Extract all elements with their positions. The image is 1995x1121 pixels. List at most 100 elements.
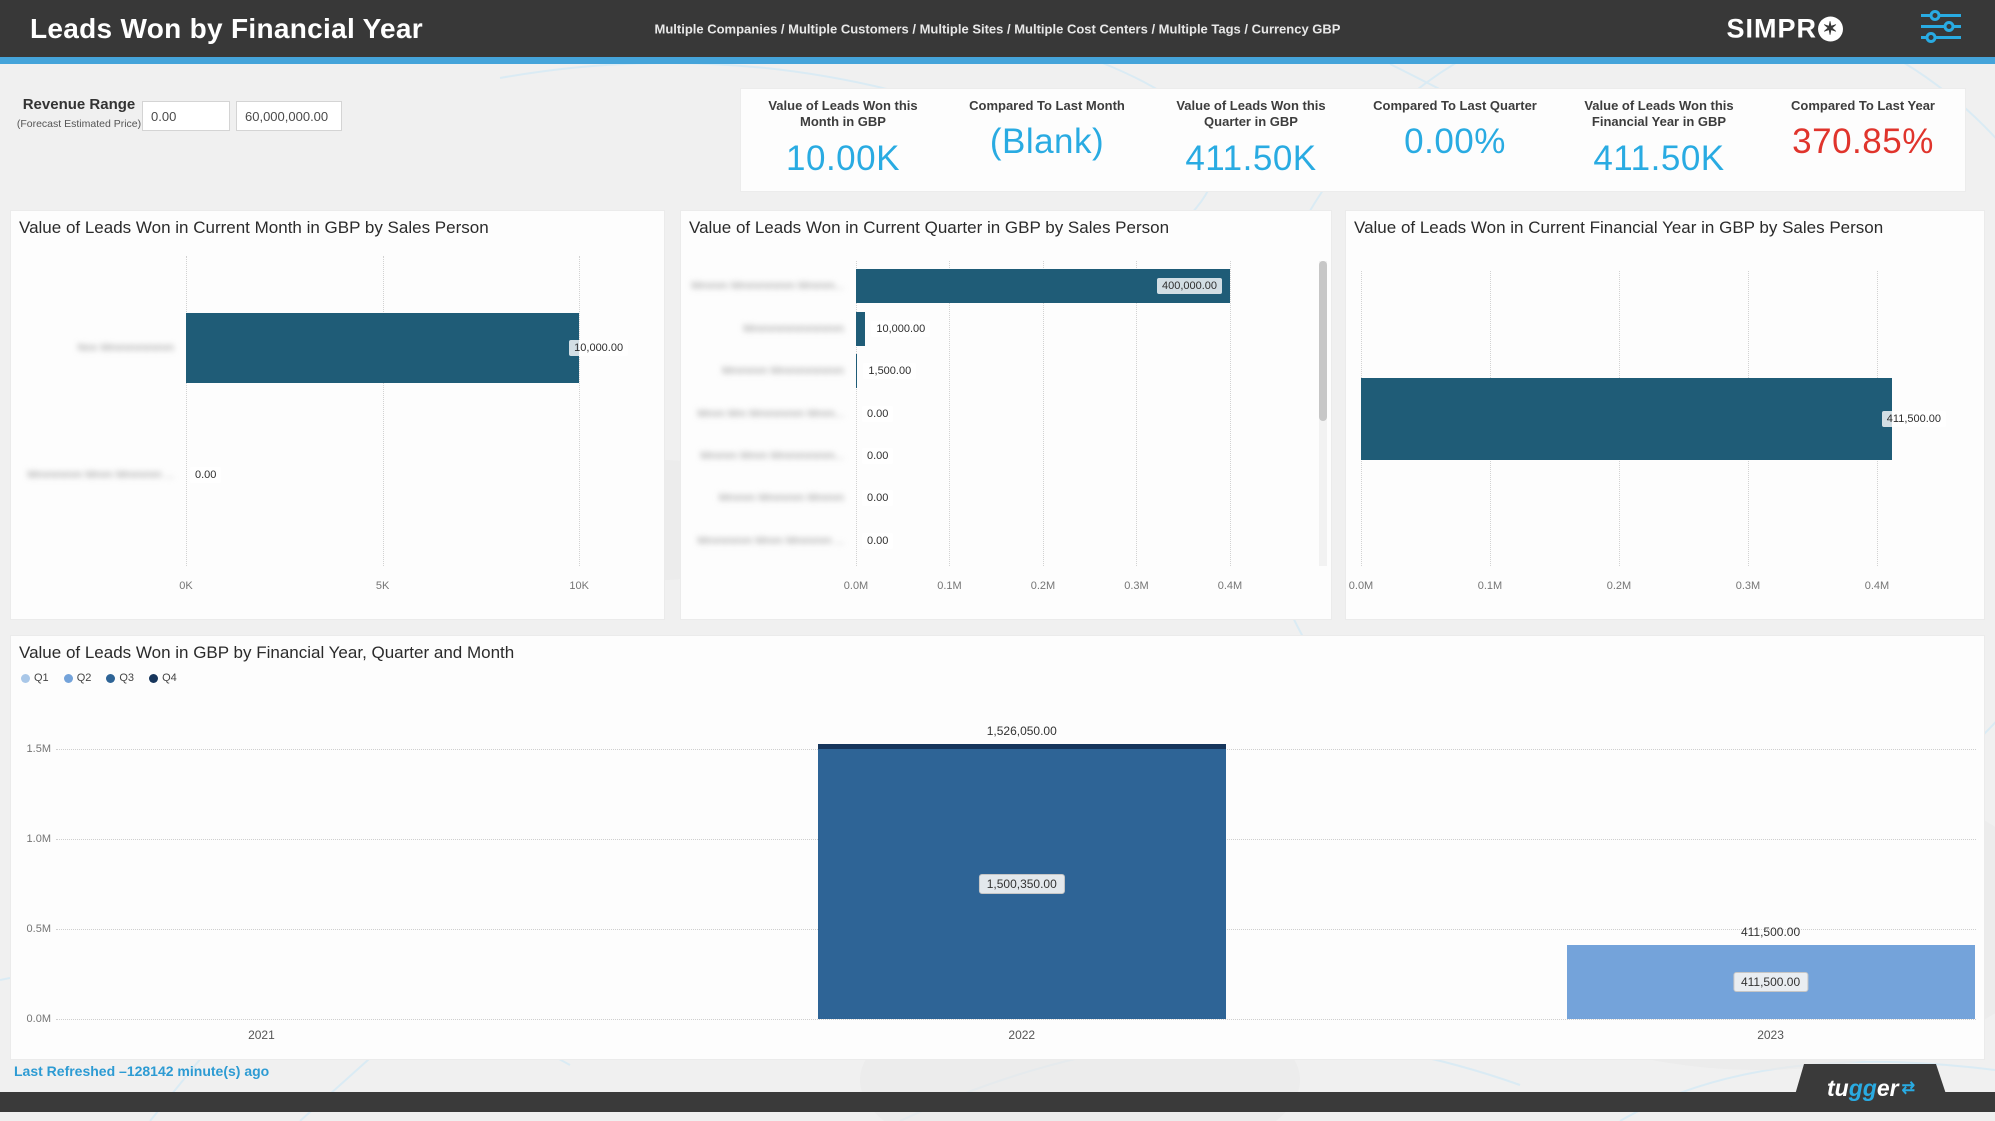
kpi-value: (Blank) bbox=[989, 122, 1105, 162]
bar-value-label: 10,000.00 bbox=[569, 339, 629, 356]
revenue-range-sublabel: (Forecast Estimated Price) bbox=[16, 118, 142, 130]
category-label: Mmmm Mmmmmmm Mmmm... bbox=[691, 280, 844, 293]
column-segment-label: 411,500.00 bbox=[1732, 971, 1809, 992]
kpi-panel: Value of Leads Won this Month in GBP 10.0… bbox=[740, 88, 1966, 192]
bar[interactable] bbox=[186, 312, 580, 383]
legend-item-q4[interactable]: Q4 bbox=[149, 672, 177, 684]
bar-value-label: 400,000.00 bbox=[1156, 278, 1223, 295]
tugger-logo-text: gg bbox=[1848, 1074, 1877, 1101]
chart-scrollbar-thumb[interactable] bbox=[1319, 261, 1327, 421]
kpi-card-2: Value of Leads Won this Quarter in GBP 41… bbox=[1149, 89, 1353, 191]
revenue-min-input[interactable] bbox=[142, 101, 230, 131]
y-gridline bbox=[56, 1019, 1976, 1020]
x-gridline bbox=[949, 261, 951, 566]
y-tick-label: 0.5M bbox=[26, 923, 51, 935]
plot-area: 10,000.00 0.00 bbox=[186, 256, 646, 566]
plot-area: 411,500.00 bbox=[1361, 271, 1951, 566]
legend-dot bbox=[21, 673, 30, 683]
kpi-card-5: Compared To Last Year 370.85% bbox=[1761, 89, 1965, 191]
simpro-logo: SIMPR ✶ bbox=[1726, 13, 1843, 44]
filter-sliders-icon[interactable] bbox=[1919, 7, 1963, 50]
legend-label: Q2 bbox=[76, 672, 92, 684]
page-title: Leads Won by Financial Year bbox=[30, 12, 423, 44]
kpi-value: 411.50K bbox=[1185, 138, 1317, 178]
x-gridline bbox=[1136, 261, 1138, 566]
category-label: Mmmmmm Mmm Mmmmm ... bbox=[697, 534, 844, 547]
tugger-logo: tugger ⇄ bbox=[1790, 1064, 1952, 1112]
chart-month-by-salesperson: Value of Leads Won in Current Month in G… bbox=[10, 210, 665, 620]
category-label: Mmm Mm Mmmmmm Mmm... bbox=[697, 407, 844, 420]
x-gridline bbox=[382, 256, 384, 566]
bar-value-label: 10,000.00 bbox=[871, 320, 931, 337]
bar-value-label: 0.00 bbox=[862, 532, 894, 549]
legend-item-q3[interactable]: Q3 bbox=[106, 672, 134, 684]
app-header: Leads Won by Financial Year Multiple Com… bbox=[0, 0, 1995, 57]
filter-breadcrumb: Multiple Companies / Multiple Customers … bbox=[654, 21, 1341, 36]
x-tick-label: 0.1M bbox=[1477, 580, 1503, 592]
category-label: Mmmm Mmm Mmmmmmm... bbox=[700, 449, 844, 462]
x-tick-label: 0K bbox=[179, 580, 193, 592]
y-tick-label: 1.0M bbox=[26, 833, 51, 845]
legend-label: Q3 bbox=[119, 672, 135, 684]
legend-label: Q1 bbox=[34, 672, 49, 684]
column-total-label: 1,526,050.00 bbox=[986, 724, 1057, 739]
revenue-range-label: Revenue Range bbox=[22, 96, 136, 113]
x-category-label: 2022 bbox=[1008, 1028, 1036, 1042]
tugger-logo-text: er bbox=[1876, 1074, 1899, 1101]
footer-bar bbox=[0, 1092, 1995, 1112]
bar-value-label: 0.00 bbox=[190, 466, 222, 483]
x-tick-label: 0.4M bbox=[1217, 580, 1243, 592]
kpi-value: 411.50K bbox=[1593, 138, 1725, 178]
kpi-label: Value of Leads Won this Financial Year i… bbox=[1584, 98, 1734, 130]
legend-dot bbox=[63, 673, 73, 683]
bar[interactable] bbox=[856, 311, 866, 346]
kpi-label: Compared To Last Quarter bbox=[1373, 98, 1537, 113]
chart-legend: Q1 Q2 Q3 Q4 bbox=[21, 672, 177, 684]
x-tick-label: 10K bbox=[569, 580, 589, 592]
kpi-value: 370.85% bbox=[1792, 122, 1934, 162]
kpi-label: Value of Leads Won this Month in GBP bbox=[768, 98, 918, 130]
legend-item-q2[interactable]: Q2 bbox=[63, 672, 92, 684]
kpi-value: 0.00% bbox=[1404, 122, 1506, 162]
simpro-logo-star-icon: ✶ bbox=[1818, 16, 1843, 41]
chart-title: Value of Leads Won in Current Month in G… bbox=[19, 218, 489, 237]
category-label: Nnn Mmmmmmmm bbox=[77, 341, 174, 354]
category-label: Mmmmmm Mmm Mmmmm ... bbox=[27, 468, 174, 481]
x-gridline bbox=[1229, 261, 1231, 566]
kpi-label: Value of Leads Won this Quarter in GBP bbox=[1176, 98, 1326, 130]
chart-by-financial-year-quarter-month: Value of Leads Won in GBP by Financial Y… bbox=[10, 635, 1985, 1060]
legend-dot bbox=[106, 673, 116, 683]
legend-item-q1[interactable]: Q1 bbox=[21, 672, 49, 684]
column-segment-q4[interactable] bbox=[817, 744, 1226, 749]
kpi-card-3: Compared To Last Quarter 0.00% bbox=[1353, 89, 1557, 191]
x-tick-label: 0.2M bbox=[1606, 580, 1632, 592]
chart-title: Value of Leads Won in Current Quarter in… bbox=[689, 218, 1170, 237]
x-category-label: 2021 bbox=[248, 1028, 275, 1042]
plot-area: 400,000.00 10,000.00 1,500.00 0.00 0.00 0.00 0… bbox=[856, 261, 1309, 566]
x-tick-label: 0.1M bbox=[937, 580, 962, 592]
y-tick-label: 1.5M bbox=[26, 743, 51, 755]
kpi-value: 10.00K bbox=[786, 138, 900, 178]
x-gridline bbox=[186, 256, 187, 566]
x-gridline bbox=[856, 261, 857, 566]
revenue-max-input[interactable] bbox=[236, 101, 342, 131]
x-tick-label: 0.4M bbox=[1864, 580, 1890, 592]
legend-label: Q4 bbox=[162, 672, 177, 684]
bar[interactable] bbox=[1361, 377, 1892, 460]
bar-value-label: 0.00 bbox=[862, 405, 894, 422]
x-tick-label: 0.0M bbox=[843, 580, 869, 592]
x-tick-label: 0.2M bbox=[1030, 580, 1056, 592]
last-refreshed-text: Last Refreshed –128142 minute(s) ago bbox=[14, 1063, 270, 1079]
x-tick-label: 0.3M bbox=[1735, 580, 1761, 592]
x-tick-label: 0.3M bbox=[1124, 580, 1149, 592]
chart-title: Value of Leads Won in Current Financial … bbox=[1354, 218, 1884, 237]
category-label: Mmmmmmmmmmm bbox=[743, 322, 844, 335]
bar-value-label: 0.00 bbox=[862, 490, 894, 507]
bar[interactable] bbox=[856, 354, 858, 389]
kpi-card-4: Value of Leads Won this Financial Year i… bbox=[1557, 89, 1761, 191]
column-segment-label: 1,500,350.00 bbox=[978, 873, 1065, 894]
kpi-label: Compared To Last Year bbox=[1790, 98, 1935, 113]
tugger-arrows-icon: ⇄ bbox=[1901, 1080, 1915, 1097]
bar-value-label: 411,500.00 bbox=[1881, 410, 1947, 427]
